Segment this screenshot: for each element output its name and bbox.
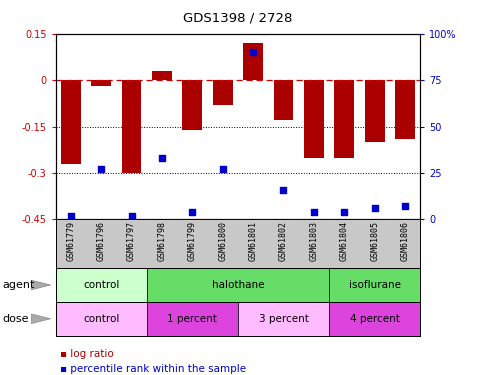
- Text: ▪ log ratio: ▪ log ratio: [60, 349, 114, 359]
- Bar: [122, 80, 142, 173]
- Bar: [147, 268, 329, 302]
- Text: GSM61779: GSM61779: [66, 221, 75, 261]
- Text: GSM61805: GSM61805: [370, 221, 379, 261]
- Bar: [56, 302, 147, 336]
- Bar: [334, 80, 354, 158]
- Text: GSM61797: GSM61797: [127, 221, 136, 261]
- Bar: [213, 80, 232, 105]
- Bar: [238, 302, 329, 336]
- Point: [158, 155, 166, 161]
- Bar: [152, 71, 172, 80]
- Bar: [273, 80, 293, 120]
- Bar: [61, 80, 81, 164]
- Text: GSM61799: GSM61799: [188, 221, 197, 261]
- Text: GSM61796: GSM61796: [97, 221, 106, 261]
- Bar: [329, 268, 420, 302]
- Text: GSM61806: GSM61806: [400, 221, 410, 261]
- Text: GSM61803: GSM61803: [309, 221, 318, 261]
- Bar: [243, 43, 263, 80]
- Bar: [395, 80, 415, 139]
- Point: [67, 213, 74, 219]
- Text: GSM61801: GSM61801: [249, 221, 257, 261]
- Bar: [183, 80, 202, 130]
- Bar: [91, 80, 111, 86]
- Point: [341, 209, 348, 215]
- Bar: [147, 302, 238, 336]
- Point: [280, 187, 287, 193]
- Point: [371, 205, 379, 211]
- Text: control: control: [83, 280, 119, 290]
- Bar: [365, 80, 384, 142]
- Text: GSM61800: GSM61800: [218, 221, 227, 261]
- Point: [249, 50, 257, 55]
- Text: GDS1398 / 2728: GDS1398 / 2728: [183, 11, 293, 24]
- Text: isoflurane: isoflurane: [349, 280, 400, 290]
- Text: 4 percent: 4 percent: [350, 314, 399, 324]
- Point: [188, 209, 196, 215]
- Point: [97, 166, 105, 172]
- Polygon shape: [31, 314, 51, 324]
- Text: dose: dose: [2, 314, 29, 324]
- Bar: [56, 268, 147, 302]
- Text: halothane: halothane: [212, 280, 264, 290]
- Bar: [329, 302, 420, 336]
- Text: agent: agent: [2, 280, 35, 290]
- Point: [310, 209, 318, 215]
- Point: [401, 203, 409, 209]
- Text: GSM61802: GSM61802: [279, 221, 288, 261]
- Text: control: control: [83, 314, 119, 324]
- Text: 3 percent: 3 percent: [258, 314, 309, 324]
- Bar: [304, 80, 324, 158]
- Point: [219, 166, 227, 172]
- Text: ▪ percentile rank within the sample: ▪ percentile rank within the sample: [60, 364, 246, 374]
- Text: GSM61804: GSM61804: [340, 221, 349, 261]
- Polygon shape: [31, 280, 51, 290]
- Text: GSM61798: GSM61798: [157, 221, 167, 261]
- Text: 1 percent: 1 percent: [167, 314, 217, 324]
- Point: [128, 213, 135, 219]
